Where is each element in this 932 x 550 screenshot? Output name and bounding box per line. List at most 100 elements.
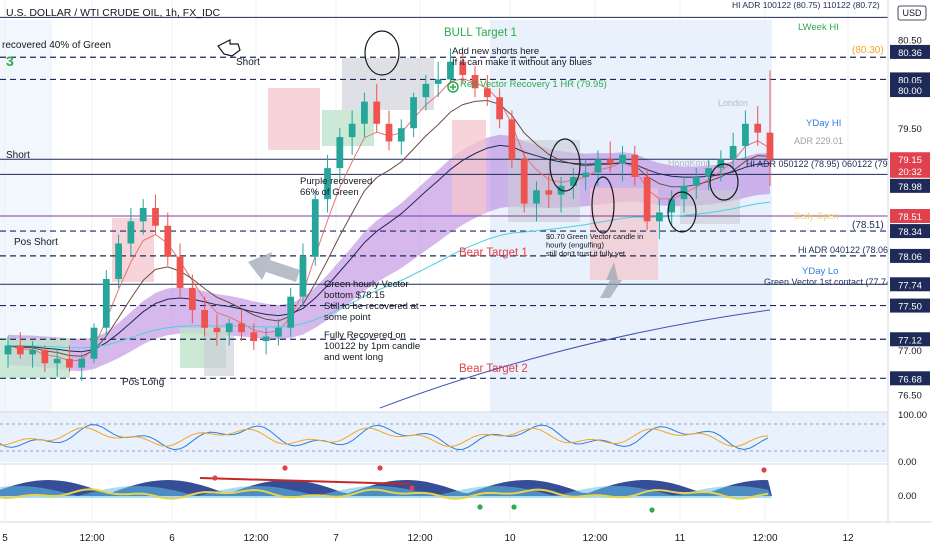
candle-body [324,168,331,200]
candle-body [717,159,725,169]
x-tick-label: 7 [333,533,339,544]
candle-body [41,349,49,364]
candle-body [520,159,528,204]
momentum-tick-0: 0.00 [898,491,917,502]
currency-box[interactable] [897,5,927,21]
arrow-icon [600,262,622,298]
candle-body [373,101,381,124]
oscillator-panel [0,411,932,462]
signal-dot [761,467,767,473]
price-tag [890,277,930,292]
candle-body [606,159,614,164]
candle-body [582,172,590,177]
candle-body [533,190,540,204]
candle-body [336,137,344,169]
ema-slow [7,144,771,353]
signal-dot [409,485,415,491]
candle-body [90,327,98,359]
price-tag [890,371,930,386]
price-tag-label: 78.34 [898,227,922,238]
candle-body [656,212,663,222]
price-tag [890,298,930,313]
price-tag [890,332,930,347]
annotations: U.S. DOLLAR / WTI CRUDE OIL, 1h, FX_IDC … [2,0,894,388]
green-box-1 [0,338,70,378]
candle-body [422,83,430,98]
candle-body [311,199,319,257]
green-hourly-line: Green hourly Vector [324,279,409,290]
price-tag-label: 77.12 [898,335,922,346]
green-vector-candle-line: still don't trust it fully yet [546,249,626,258]
price-tag-label: 80.05 [898,75,922,86]
candle-body [225,323,233,333]
candle-body [250,332,258,342]
osc-tick-100: 100.00 [898,410,927,421]
price-tag-label: 76.68 [898,374,922,385]
momentum-dots [212,465,767,513]
candle-body [348,123,356,138]
price-80-30-label: (80.30) [852,45,884,56]
daily-open-label: Daily Open [794,211,839,221]
price-tag-label: 77.50 [898,302,922,313]
price-tag [890,152,930,167]
candle-body [385,123,393,142]
price-tag-label: 78.98 [898,182,922,193]
candle-body [434,79,442,84]
x-tick-label: 12:00 [752,533,777,544]
horizontal-levels [0,16,888,379]
red-vector-recovery-label: Red Vector Recovery 1 HR (79.95) [460,79,607,90]
price-tag [890,209,930,223]
circle-marker-4 [667,191,697,233]
ema-long [7,201,771,349]
pink-box-3 [452,120,486,214]
candle-body [766,132,774,160]
green-vector-candle-line: $0.70 Green Vector candle in [546,232,643,241]
signal-dot [377,465,383,471]
arrow-icon-2 [248,252,300,282]
annotation-shapes [217,30,739,298]
signal-dot [282,465,288,471]
candle-body [594,159,602,173]
price-tag-label: 78.51 [898,212,922,223]
hi-adr-top-label: HI ADR 100122 (80.75) 110122 (80.72) [732,0,880,10]
hongkong-label: HongKong [668,158,711,168]
y-tick-label: 76.50 [898,390,922,401]
x-tick-labels: 5 12:00 6 12:00 7 12:00 10 12:00 11 12:00 12 [2,533,854,544]
candle-body [471,74,479,89]
candle-body [410,97,417,129]
momentum-red-trend [199,477,411,485]
x-tick-label: 12:00 [79,533,104,544]
trend-line [379,309,771,409]
x-tick-label: 11 [675,533,686,544]
candle-body [53,358,61,364]
vector-boxes [0,58,740,378]
pos-long-label: Pos Long [122,377,164,388]
signal-dot [649,507,655,513]
x-tick-label: 12:00 [582,533,607,544]
green-vector-first-label: Green Vector 1st contact (77.74) [764,277,894,287]
candle-body [668,199,676,213]
price-tag [890,44,930,59]
green-hourly-line: bottom $78.15 [324,290,385,301]
candle-body [213,327,221,333]
price-tag [890,72,930,87]
candle-body [188,287,196,311]
price-tag [890,83,930,98]
candle-body [16,345,24,355]
candle-body [29,349,36,355]
purple-recovered-line: Purple recovered [300,176,372,187]
symbol-title: U.S. DOLLAR / WTI CRUDE OIL, 1h, FX_IDC [6,7,221,19]
lweek-hi-label: LWeek HI [798,22,839,33]
circle-marker-5 [709,163,739,201]
recovered-40-label: recovered 40% of Green [2,40,111,51]
candle-body [262,336,270,342]
momentum-panel [0,463,932,513]
candle-body [729,145,737,160]
signal-dot [511,504,517,510]
candle-body [164,225,172,257]
bear-target-1-label: Bear Target 1 [459,247,528,259]
green-vector-candle-line: hourly (engulfing) [546,241,604,250]
price-tag-label: 80.00 [898,86,922,97]
